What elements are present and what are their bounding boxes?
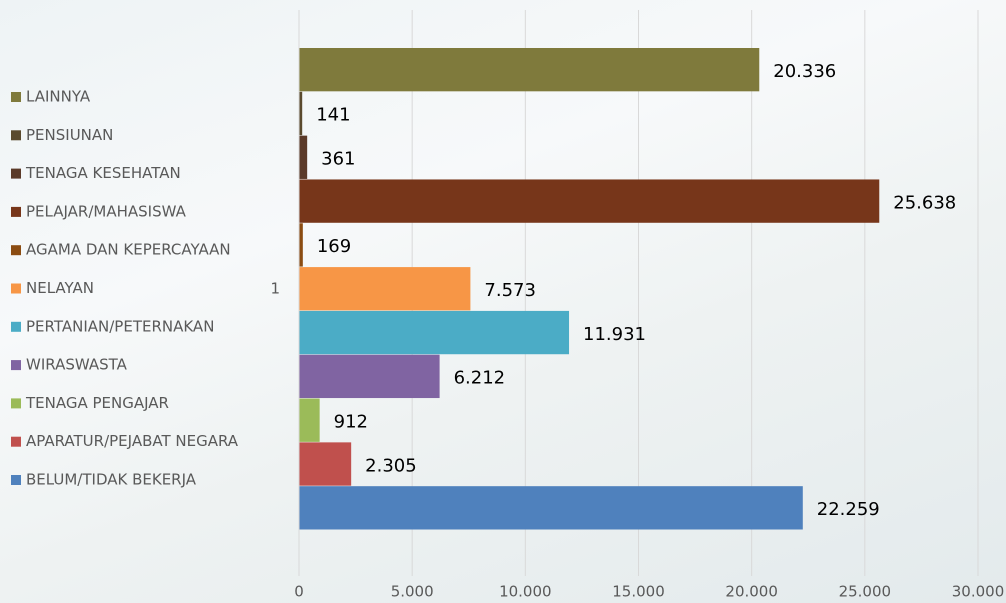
x-tick-label: 0 — [294, 583, 304, 601]
x-tick-label: 15.000 — [612, 583, 665, 601]
legend-swatch — [11, 206, 21, 217]
legend-swatch — [11, 321, 21, 332]
legend-label: WIRASWASTA — [26, 356, 128, 374]
legend-swatch — [11, 130, 21, 141]
legend-swatch — [11, 245, 21, 256]
x-tick-label: 10.000 — [499, 583, 552, 601]
x-tick-label: 25.000 — [839, 583, 892, 601]
legend-label: LAINNYA — [26, 88, 91, 106]
legend-label: NELAYAN — [26, 279, 94, 297]
value-label: 11.931 — [583, 324, 646, 345]
legend-swatch — [11, 168, 21, 179]
bar — [299, 135, 308, 179]
bar — [299, 486, 803, 530]
value-label: 169 — [317, 236, 351, 257]
bar — [299, 223, 303, 267]
bar — [299, 179, 880, 223]
bar — [299, 91, 303, 136]
y-tick-label: 1 — [270, 280, 280, 298]
value-label: 912 — [334, 411, 368, 432]
value-label: 20.336 — [773, 61, 836, 82]
legend-label: BELUM/TIDAK BEKERJA — [26, 471, 197, 489]
bar — [299, 442, 352, 486]
legend-label: PELAJAR/MAHASISWA — [26, 202, 187, 220]
legend-swatch — [11, 283, 21, 294]
x-tick-label: 20.000 — [725, 583, 778, 601]
value-label: 22.259 — [817, 499, 880, 520]
value-label: 7.573 — [484, 280, 536, 301]
legend-swatch — [11, 475, 21, 485]
bar — [299, 267, 471, 311]
legend-label: TENAGA KESEHATAN — [25, 164, 181, 182]
value-label: 361 — [321, 149, 355, 170]
bar — [299, 310, 570, 355]
legend-label: APARATUR/PEJABAT NEGARA — [26, 432, 239, 450]
bar — [299, 398, 320, 442]
bar — [299, 354, 440, 399]
legend-label: PERTANIAN/PETERNAKAN — [26, 317, 214, 335]
x-tick-label: 5.000 — [391, 583, 434, 601]
legend-label: TENAGA PENGAJAR — [25, 394, 169, 412]
value-label: 6.212 — [454, 368, 506, 389]
value-label: 25.638 — [893, 192, 956, 213]
value-label: 2.305 — [365, 455, 417, 476]
legend-swatch — [11, 92, 21, 102]
value-label: 141 — [316, 105, 350, 126]
legend-swatch — [11, 436, 21, 447]
legend-label: PENSIUNAN — [26, 126, 113, 144]
bar — [299, 48, 760, 92]
x-tick-label: 30.000 — [952, 583, 1005, 601]
legend-label: AGAMA DAN KEPERCAYAAN — [26, 241, 231, 259]
legend-swatch — [11, 398, 21, 409]
legend-swatch — [11, 360, 21, 371]
